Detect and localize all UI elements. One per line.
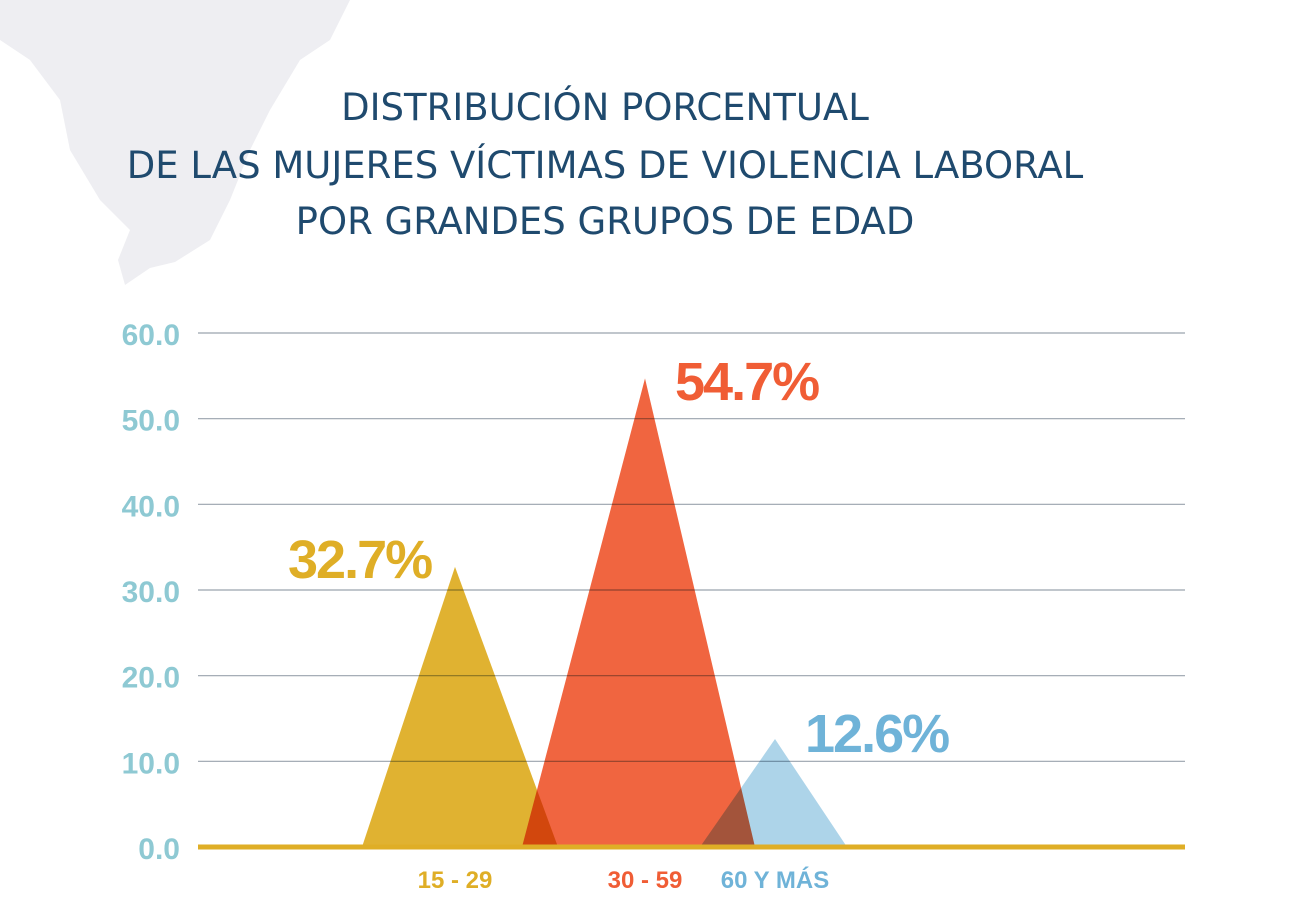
y-tick-label: 0.0	[138, 833, 180, 866]
data-label: 32.7%	[288, 530, 432, 590]
triangle-60YMS	[700, 739, 847, 847]
chart-title-line-3: POR GRANDES GRUPOS DE EDAD	[295, 200, 915, 243]
y-tick-label: 60.0	[122, 319, 180, 352]
triangle-3059	[522, 378, 755, 847]
background-map-shape	[0, 0, 350, 285]
x-tick-label: 30 - 59	[608, 867, 683, 894]
chart-title-line-2: DE LAS MUJERES VÍCTIMAS DE VIOLENCIA LAB…	[126, 144, 1084, 187]
chart-title-line-1: DISTRIBUCIÓN PORCENTUAL	[341, 86, 869, 129]
y-tick-label: 20.0	[122, 662, 180, 695]
triangle-1529	[362, 566, 558, 847]
y-tick-label: 10.0	[122, 747, 180, 780]
y-tick-label: 50.0	[122, 405, 180, 438]
y-tick-label: 30.0	[122, 576, 180, 609]
x-tick-label: 60 Y MÁS	[721, 866, 830, 894]
x-tick-label: 15 - 29	[418, 867, 493, 894]
data-label: 54.7%	[675, 352, 819, 412]
y-tick-label: 40.0	[122, 490, 180, 523]
data-label: 12.6%	[805, 704, 949, 764]
